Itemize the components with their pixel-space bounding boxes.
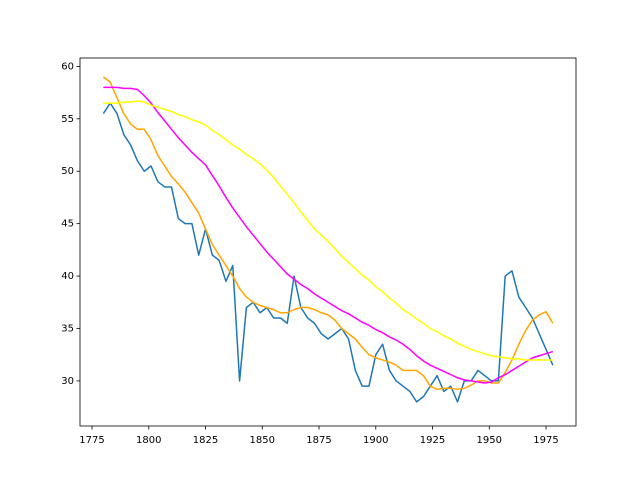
- line-series: [102, 76, 554, 391]
- plot-frame: [79, 57, 577, 427]
- line-series: [103, 100, 553, 361]
- x-tick-label: 1850: [250, 435, 275, 446]
- x-tick-label: 1825: [193, 435, 218, 446]
- y-tick-label: 50: [61, 166, 74, 177]
- y-tick-label: 30: [61, 376, 74, 387]
- y-tick-label: 40: [61, 271, 74, 282]
- x-tick-label: 1900: [363, 435, 388, 446]
- y-tick-label: 35: [61, 323, 74, 334]
- x-tick-label: 1950: [477, 435, 502, 446]
- y-tick-label: 45: [61, 219, 74, 230]
- line-series: [102, 102, 554, 403]
- x-tick-label: 1925: [420, 435, 445, 446]
- line-series: [103, 86, 554, 384]
- x-tick-label: 1775: [79, 435, 104, 446]
- x-tick-label: 1975: [533, 435, 558, 446]
- y-tick-label: 60: [61, 61, 74, 72]
- y-tick-label: 55: [61, 114, 74, 125]
- x-tick-label: 1875: [306, 435, 331, 446]
- x-tick-label: 1800: [136, 435, 161, 446]
